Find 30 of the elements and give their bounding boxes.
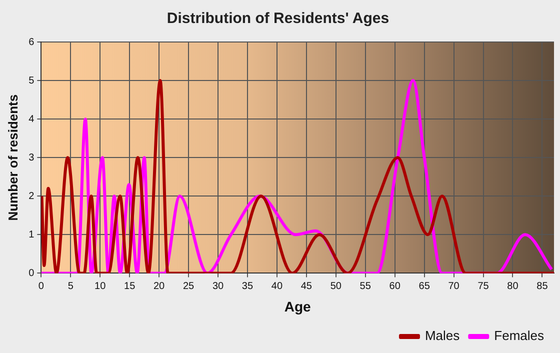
y-tick-label: 0 — [28, 268, 35, 279]
x-tick-label: 30 — [212, 280, 224, 292]
x-tick-label: 35 — [242, 280, 254, 292]
x-axis-title: Age — [284, 298, 312, 314]
x-tick-label: 85 — [536, 280, 548, 292]
x-tick-label: 25 — [182, 280, 195, 292]
x-tick-label: 45 — [300, 280, 312, 292]
y-tick-label: 1 — [28, 229, 35, 240]
legend-label: Females — [494, 328, 544, 344]
x-tick-label: 55 — [360, 280, 372, 292]
x-tick-label: 5 — [68, 280, 74, 292]
x-tick-label: 20 — [153, 280, 166, 292]
x-tick-label: 70 — [448, 280, 460, 292]
x-tick-label: 15 — [124, 280, 136, 292]
chart-title: Distribution of Residents' Ages — [166, 10, 390, 28]
x-tick-label: 50 — [330, 280, 342, 292]
y-tick-label: 5 — [28, 75, 35, 86]
y-tick-label: 4 — [28, 114, 35, 125]
x-tick-label: 65 — [418, 280, 430, 292]
y-axis-title: Number of residents — [5, 94, 20, 221]
x-tick-label: 80 — [507, 280, 519, 292]
x-tick-label: 0 — [38, 280, 44, 292]
x-tick-label: 60 — [389, 280, 401, 292]
x-tick-label: 75 — [478, 280, 490, 292]
y-tick-label: 3 — [28, 152, 35, 164]
x-tick-label: 10 — [94, 280, 106, 292]
legend-label: Males — [424, 328, 460, 344]
x-tick-label: 40 — [271, 280, 283, 292]
y-tick-label: 6 — [28, 36, 35, 48]
y-tick-label: 2 — [28, 190, 35, 202]
